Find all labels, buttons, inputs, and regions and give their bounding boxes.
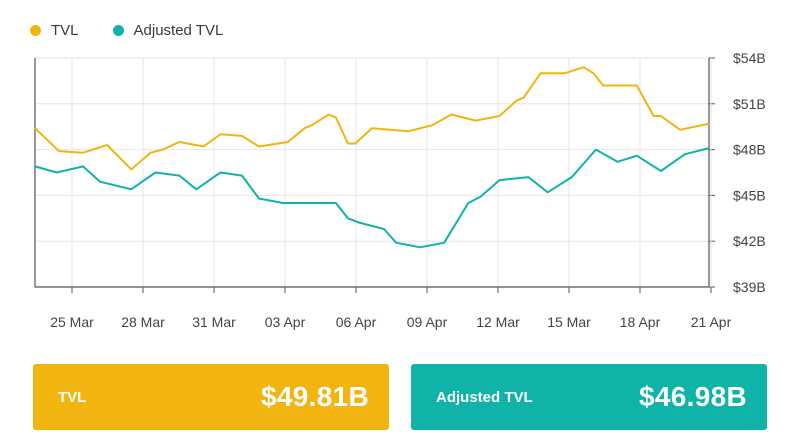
tvl-card-label: TVL xyxy=(58,388,87,406)
y-tick-label: $39B xyxy=(733,279,766,295)
x-tick-label: 03 Apr xyxy=(265,314,306,330)
tvl-card-value: $49.81B xyxy=(261,381,369,412)
x-tick-label: 09 Apr xyxy=(407,314,448,330)
adjusted-tvl-card-label: Adjusted TVL xyxy=(436,388,533,406)
y-tick-label: $42B xyxy=(733,233,766,249)
x-tick-label: 25 Mar xyxy=(50,314,94,330)
legend-item-adjusted-tvl[interactable]: Adjusted TVL xyxy=(112,22,224,39)
x-tick-label: 21 Apr xyxy=(691,314,732,330)
legend-dot-tvl xyxy=(30,25,41,36)
legend-label-tvl: TVL xyxy=(51,22,79,39)
y-tick-label: $51B xyxy=(733,96,766,112)
y-tick-label: $45B xyxy=(733,187,766,203)
tvl-summary-card: TVL $49.81B xyxy=(33,364,389,430)
tvl-line-chart: $54B $51B $48B $45B $42B $39B 25 Mar 28 Mar 31 M… xyxy=(34,50,766,330)
legend-dot-adjusted-tvl xyxy=(112,25,124,36)
x-tick-label: 28 Mar xyxy=(121,314,165,330)
adjusted-tvl-summary-card: Adjusted TVL $46.98B xyxy=(411,364,767,430)
series-line-tvl xyxy=(34,66,710,171)
x-tick-label: 12 Mar xyxy=(476,314,520,330)
y-tick-label: $48B xyxy=(733,142,766,158)
chart-legend: TVL Adjusted TVL xyxy=(30,22,223,39)
x-tick-label: 06 Apr xyxy=(336,314,377,330)
legend-item-tvl[interactable]: TVL xyxy=(30,22,79,39)
legend-label-adjusted-tvl: Adjusted TVL xyxy=(133,22,224,39)
y-tick-label: $54B xyxy=(733,50,766,66)
x-tick-label: 15 Mar xyxy=(547,314,591,330)
series-line-adjusted-tvl xyxy=(34,147,710,249)
adjusted-tvl-card-value: $46.98B xyxy=(639,381,747,412)
x-tick-label: 18 Apr xyxy=(620,314,661,330)
x-tick-label: 31 Mar xyxy=(192,314,236,330)
